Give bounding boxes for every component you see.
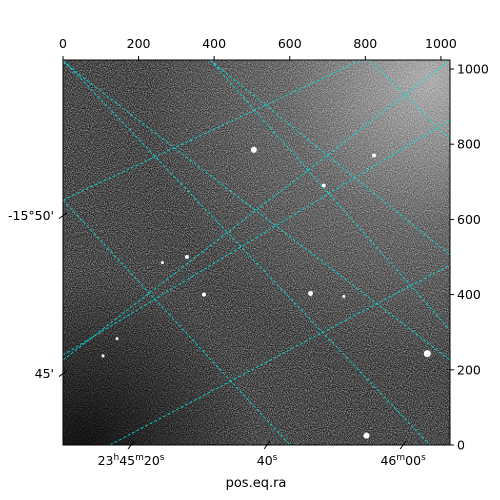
x-tick-label-1: 200 [127, 36, 151, 51]
x-pixel-axis: 0 200 400 600 800 1000 [59, 36, 457, 60]
grid-line-7 [63, 60, 431, 445]
y-pixel-axis: 0 200 400 600 800 1000 [450, 62, 489, 453]
dec-tick-1 [58, 370, 68, 377]
grid-line-1 [63, 60, 363, 201]
bright-source-6 [308, 290, 314, 296]
bright-source-3 [184, 255, 189, 260]
grid-line-2 [63, 119, 450, 356]
grid-line-8 [209, 60, 450, 331]
ra-tick-0 [127, 440, 135, 450]
y-tick-label-5: 1000 [457, 62, 489, 77]
bright-source-4 [160, 261, 164, 265]
y-tick-label-1: 200 [457, 362, 481, 377]
coordinate-grid [63, 60, 450, 445]
bright-source-10 [423, 350, 431, 358]
y-tick-label-3: 600 [457, 212, 481, 227]
ra-tick-2 [399, 440, 407, 450]
ra-tick-label-1: 40s​ [257, 453, 278, 468]
ra-tick-1 [263, 440, 271, 450]
y-tick-label-2: 400 [457, 287, 481, 302]
bright-source-2 [321, 183, 326, 188]
ra-tick-label-0: 23h​45m​20s​ [98, 453, 165, 468]
image-area [63, 60, 450, 445]
x-tick-label-3: 600 [278, 36, 302, 51]
x-tick-label-0: 0 [59, 36, 67, 51]
dec-tick-label-0: -15°50' [8, 208, 54, 223]
dec-tick-0 [58, 212, 68, 220]
bright-source-1 [372, 153, 377, 158]
grid-line-6 [63, 199, 291, 445]
x-tick-label-4: 800 [353, 36, 377, 51]
bright-source-8 [115, 337, 119, 341]
plot-frame [62, 59, 451, 446]
x-axis-title: pos.eq.ra [226, 476, 287, 491]
x-tick-label-5: 1000 [425, 36, 457, 51]
grid-line-9 [369, 60, 450, 141]
grid-line-3 [63, 60, 450, 361]
ra-tick-label-2: 46m​00s​ [380, 453, 426, 468]
bright-sources [101, 146, 431, 439]
grid-line-0 [63, 61, 450, 361]
bright-source-0 [250, 146, 257, 153]
y-tick-label-4: 800 [457, 137, 481, 152]
image-dark-corner [63, 60, 450, 445]
bright-source-11 [363, 432, 370, 439]
grid-line-5 [209, 60, 450, 256]
dec-axis: -15°50' 45' [8, 208, 68, 381]
grid-line-4 [109, 264, 450, 445]
dec-tick-label-1: 45' [35, 366, 54, 381]
bright-source-5 [201, 292, 206, 297]
ra-axis: 23h​45m​20s​ 40s​ 46m​00s​ [98, 440, 426, 468]
x-tick-label-2: 400 [202, 36, 226, 51]
y-tick-label-0: 0 [457, 438, 465, 453]
bright-source-9 [101, 354, 105, 358]
bright-source-7 [342, 294, 346, 298]
